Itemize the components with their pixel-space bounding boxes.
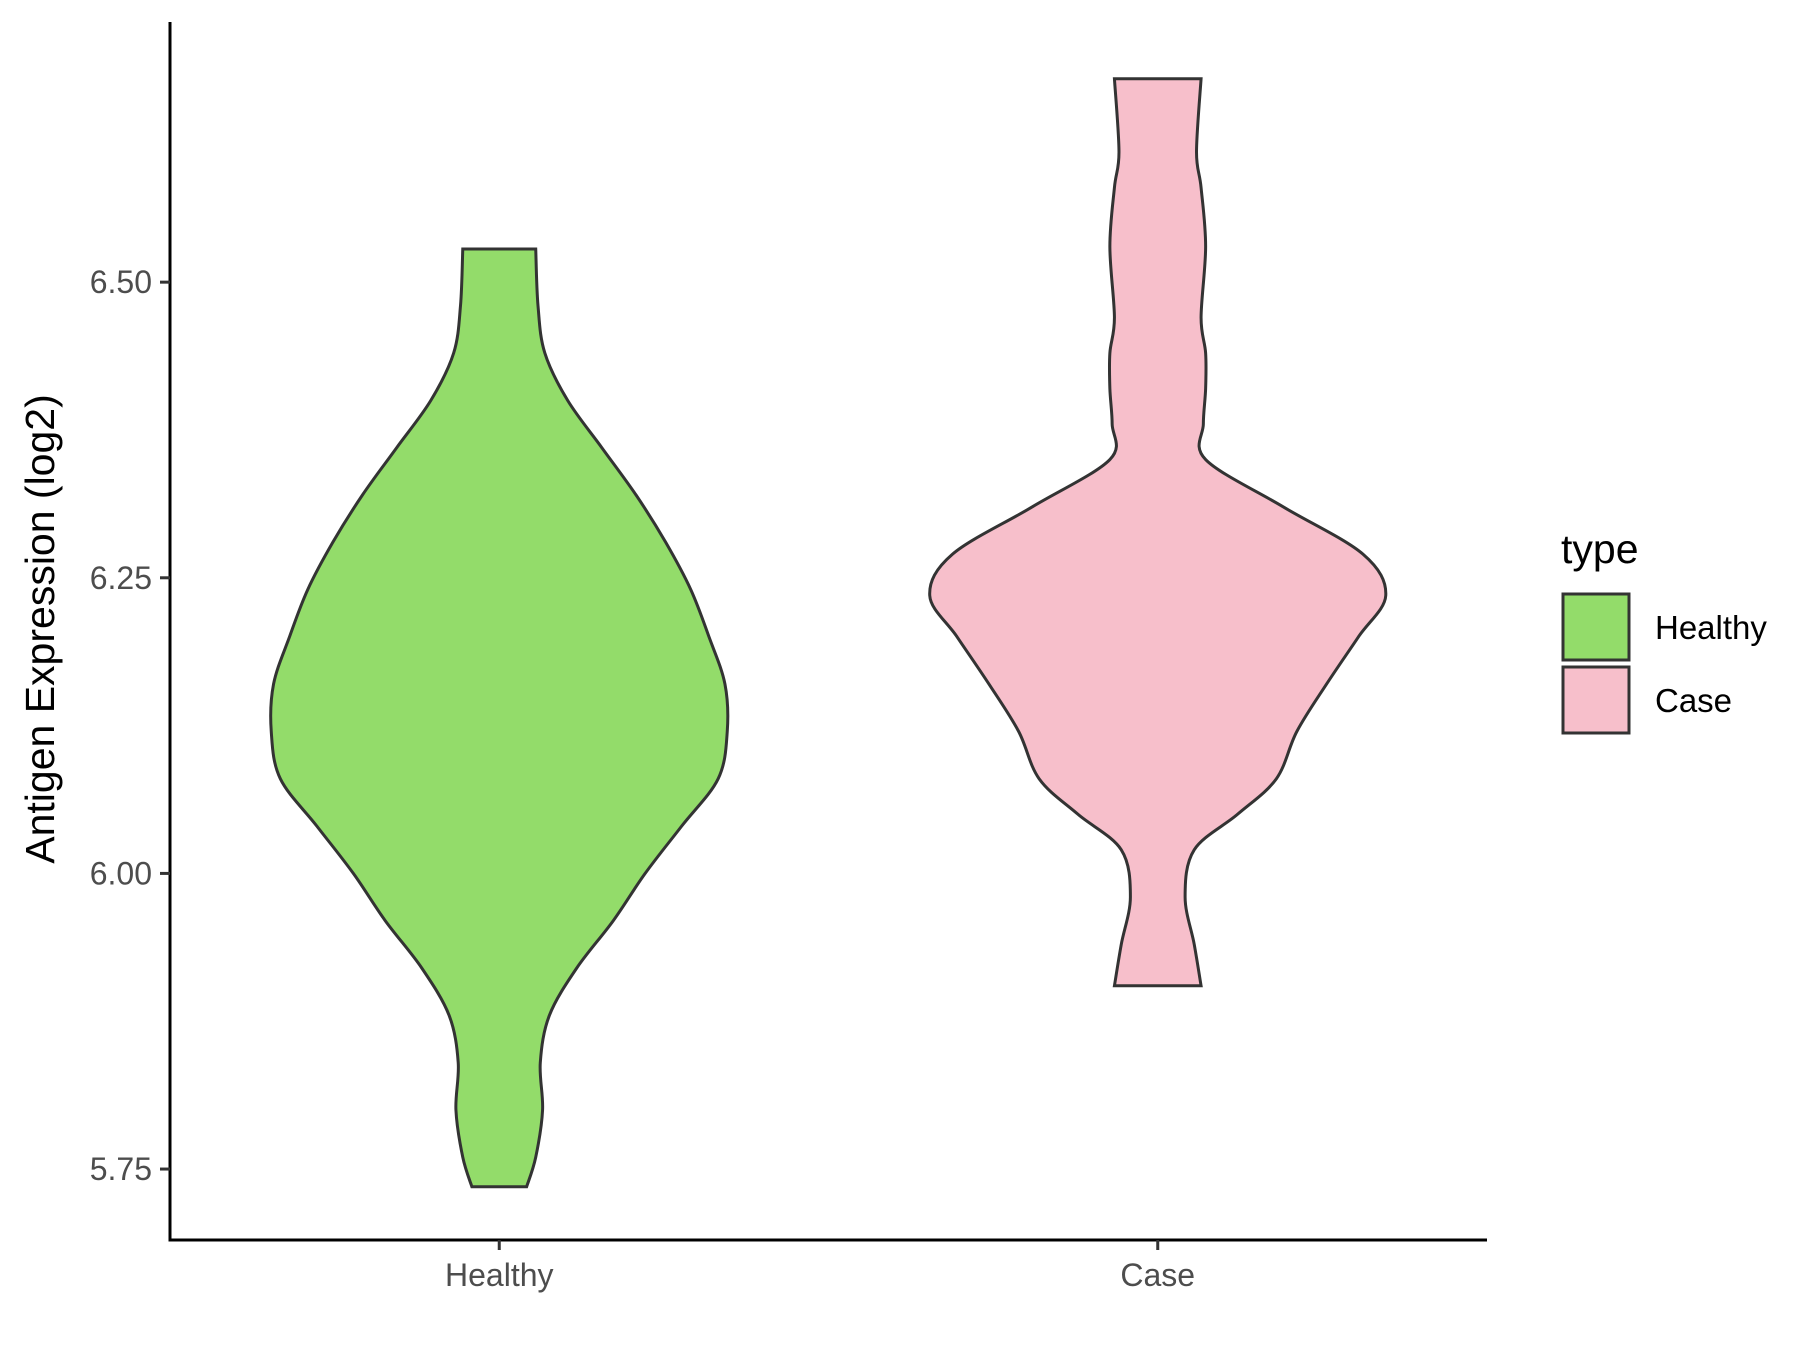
legend-label-healthy: Healthy xyxy=(1655,609,1767,646)
y-tick-label: 6.50 xyxy=(90,264,152,300)
y-tick-label: 5.75 xyxy=(90,1151,152,1187)
legend-title: type xyxy=(1561,526,1639,572)
legend-label-case: Case xyxy=(1655,682,1732,719)
y-tick-label: 6.25 xyxy=(90,560,152,596)
y-axis-ticks: 5.75 6.00 6.25 6.50 xyxy=(90,264,170,1187)
violin-case xyxy=(928,77,1388,988)
x-tick-label: Healthy xyxy=(445,1257,554,1293)
y-axis-title: Antigen Expression (log2) xyxy=(17,394,63,863)
y-tick-label: 6.00 xyxy=(90,855,152,891)
legend: type Healthy Case xyxy=(1561,526,1767,735)
legend-swatch-case xyxy=(1561,665,1631,735)
violin-layer xyxy=(269,77,1388,1189)
violin-healthy xyxy=(269,247,730,1189)
legend-swatch-healthy xyxy=(1561,592,1631,662)
x-axis-ticks: Healthy Case xyxy=(445,1240,1195,1293)
x-tick-label: Case xyxy=(1120,1257,1195,1293)
